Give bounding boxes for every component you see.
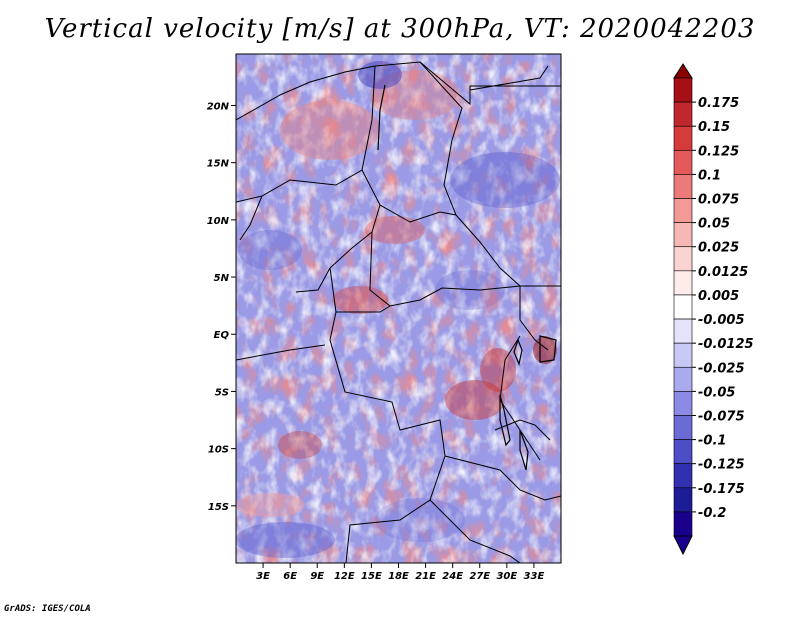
- colorbar-label: -0.2: [698, 506, 726, 521]
- colorbar-label: -0.1: [698, 434, 726, 449]
- lon-tick-label: 6E: [283, 571, 297, 582]
- lat-tick-label: 15N: [207, 159, 230, 170]
- colorbar-label: -0.05: [698, 385, 735, 400]
- lat-tick-label: 10N: [207, 216, 230, 227]
- lon-tick-label: 30E: [496, 571, 517, 582]
- colorbar-max-triangle: [673, 63, 693, 79]
- colorbar-min-triangle: [673, 535, 693, 556]
- colorbar-label: -0.175: [698, 482, 745, 497]
- colorbar-label: -0.025: [698, 361, 745, 376]
- colorbar-swatch: [673, 150, 693, 175]
- grads-credit: GrADS: IGES/COLA: [4, 604, 91, 614]
- lon-tick-label: 15E: [361, 571, 382, 582]
- lon-tick-label: 33E: [524, 571, 545, 582]
- lat-tick-label: 20N: [207, 101, 230, 112]
- colorbar-swatch: [673, 101, 693, 127]
- lon-tick-label: 9E: [310, 571, 324, 582]
- lon-tick-label: 24E: [442, 571, 463, 582]
- colorbar-swatch: [673, 366, 693, 392]
- lat-tick-label: 10S: [208, 445, 229, 456]
- longitude-axis: 3E 6E 9E 12E 15E 18E 21E 24E 27E 30E 33E: [256, 563, 544, 582]
- colorbar-label: 0.175: [698, 96, 739, 111]
- colorbar: 0.175 0.15 0.125 0.1 0.075 0.05 0.025 0.0125 0.0…: [673, 63, 754, 556]
- colorbar-swatch: [673, 270, 693, 296]
- colorbar-swatch: [673, 511, 693, 537]
- country-boundaries: [236, 61, 561, 563]
- colorbar-swatch: [673, 77, 693, 103]
- lon-tick-label: 3E: [256, 571, 270, 582]
- colorbar-swatch: [673, 198, 693, 223]
- colorbar-swatch: [673, 318, 693, 344]
- colorbar-label: -0.075: [698, 409, 745, 424]
- colorbar-swatch: [673, 222, 693, 248]
- latitude-axis: 20N 15N 10N 5N EQ 5S 10S 15S: [207, 101, 236, 513]
- colorbar-swatch: [673, 415, 693, 440]
- lon-tick-label: 21E: [415, 571, 436, 582]
- colorbar-label: -0.125: [698, 458, 745, 473]
- lake-outlines: [377, 84, 557, 471]
- colorbar-label: 0.1: [698, 168, 721, 183]
- colorbar-label: 0.025: [698, 241, 739, 256]
- lat-tick-label: 5S: [215, 387, 229, 398]
- colorbar-swatch: [673, 294, 693, 320]
- colorbar-swatch: [673, 246, 693, 272]
- lat-tick-label: 5N: [214, 273, 230, 284]
- colorbar-swatch: [673, 391, 693, 416]
- colorbar-swatch: [673, 174, 693, 199]
- colorbar-label: 0.075: [698, 193, 739, 208]
- chart-title: Vertical velocity [m/s] at 300hPa, VT: 2…: [44, 14, 756, 44]
- lon-tick-label: 12E: [334, 571, 355, 582]
- colorbar-label: -0.0125: [698, 337, 754, 352]
- colorbar-label: -0.005: [698, 313, 745, 328]
- lon-tick-label: 18E: [388, 571, 409, 582]
- colorbar-swatch: [673, 463, 693, 489]
- lat-tick-label: 15S: [208, 502, 229, 513]
- colorbar-swatch: [673, 439, 693, 464]
- lat-tick-label: EQ: [214, 330, 230, 341]
- colorbar-swatch: [673, 342, 693, 368]
- vertical-velocity-field: [236, 54, 561, 563]
- colorbar-label: 0.05: [698, 217, 730, 232]
- colorbar-label: 0.0125: [698, 265, 748, 280]
- colorbar-label: 0.005: [698, 289, 739, 304]
- colorbar-swatch: [673, 487, 693, 513]
- colorbar-label: 0.125: [698, 144, 739, 159]
- colorbar-label: 0.15: [698, 120, 730, 135]
- colorbar-swatch: [673, 125, 693, 151]
- lon-tick-label: 27E: [469, 571, 490, 582]
